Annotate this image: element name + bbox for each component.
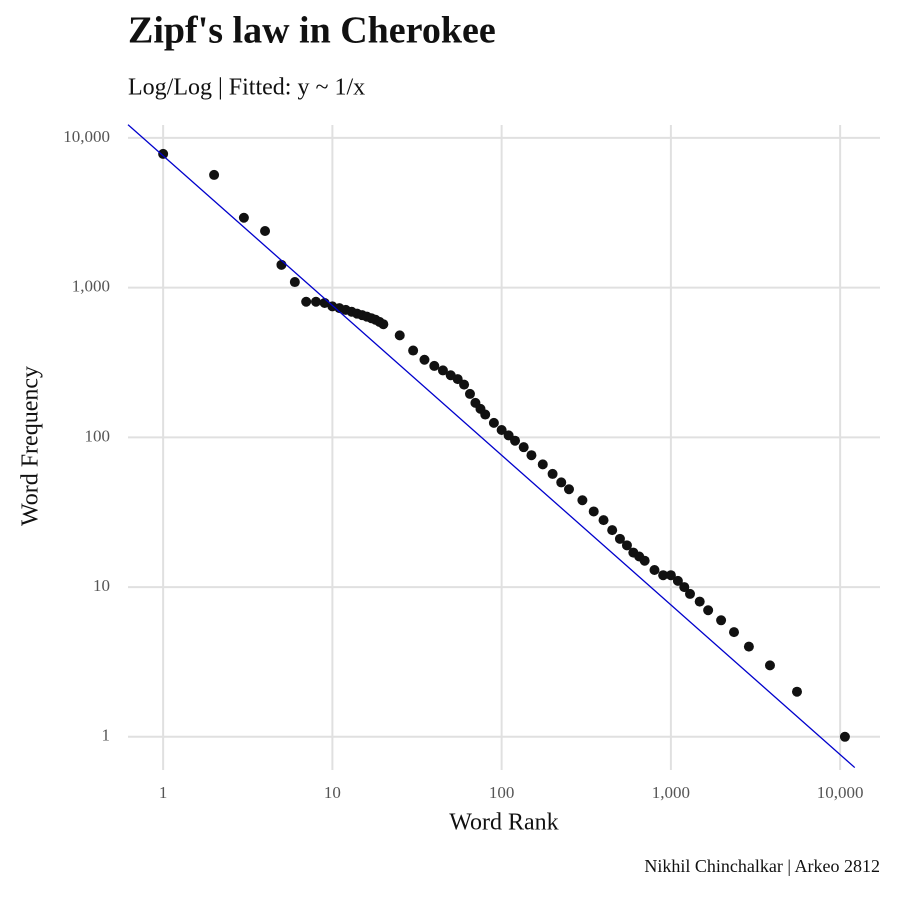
point <box>537 459 548 470</box>
y-tick-label: 1,000 <box>72 277 110 296</box>
point <box>419 354 430 365</box>
point <box>588 506 599 517</box>
point <box>510 435 521 446</box>
point <box>649 565 660 576</box>
chart-title: Zipf's law in Cherokee <box>128 10 496 52</box>
x-axis-title: Word Rank <box>449 810 558 836</box>
point <box>672 575 683 586</box>
point <box>729 627 740 638</box>
y-tick-label: 1 <box>102 726 111 745</box>
point <box>209 169 220 180</box>
point <box>429 360 440 371</box>
point <box>238 212 249 223</box>
point <box>394 330 405 341</box>
chart-subtitle: Log/Log | Fitted: y ~ 1/x <box>128 75 365 101</box>
point <box>694 596 705 607</box>
x-tick-label: 100 <box>489 783 515 802</box>
point <box>310 296 321 307</box>
point <box>703 605 714 616</box>
point <box>839 731 850 742</box>
point <box>480 409 491 420</box>
y-tick-label: 10 <box>93 576 110 595</box>
point <box>639 555 650 566</box>
point <box>408 345 419 356</box>
point <box>658 570 669 581</box>
point <box>598 515 609 526</box>
point <box>665 570 676 581</box>
point <box>459 379 470 390</box>
x-tick-label: 10,000 <box>817 783 864 802</box>
point <box>464 388 475 399</box>
x-tick-label: 10 <box>324 783 341 802</box>
point <box>621 540 632 551</box>
point <box>276 259 287 270</box>
point <box>743 641 754 652</box>
point <box>547 468 558 479</box>
point <box>607 525 618 536</box>
point <box>437 365 448 376</box>
point <box>158 148 169 159</box>
x-tick-label: 1,000 <box>652 783 690 802</box>
point <box>526 450 537 461</box>
point <box>614 533 625 544</box>
point <box>518 442 529 453</box>
point <box>577 495 588 506</box>
point <box>556 477 567 488</box>
y-tick-label: 10,000 <box>63 127 110 146</box>
point <box>260 225 271 236</box>
point <box>378 319 389 330</box>
y-axis-title: Word Frequency <box>18 366 44 526</box>
caption: Nikhil Chinchalkar | Arkeo 2812 <box>644 856 880 876</box>
point <box>488 417 499 428</box>
point <box>563 484 574 495</box>
point <box>496 424 507 435</box>
points <box>158 148 850 742</box>
point <box>716 615 727 626</box>
y-tick-label: 100 <box>85 426 111 445</box>
point <box>289 277 300 288</box>
point <box>685 588 696 599</box>
grid <box>128 125 880 770</box>
point <box>301 296 312 307</box>
point <box>764 660 775 671</box>
x-tick-label: 1 <box>159 783 168 802</box>
fit-line <box>127 124 856 769</box>
point <box>679 582 690 593</box>
point <box>791 686 802 697</box>
